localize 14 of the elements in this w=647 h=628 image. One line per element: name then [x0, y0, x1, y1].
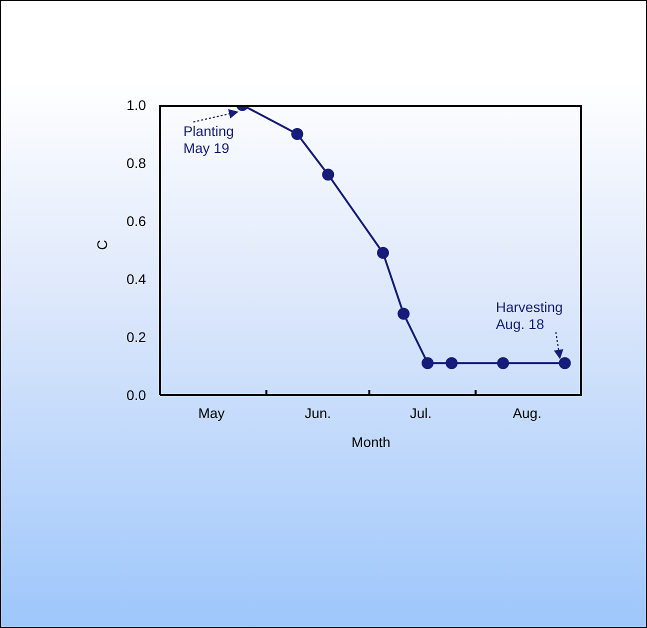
y-tick-label: 0.6 — [126, 213, 146, 229]
x-tick-label: May — [198, 405, 225, 421]
x-axis-title: Month — [352, 434, 390, 450]
annotation: Planting May 19 — [183, 123, 234, 156]
x-tick-label: Aug. — [512, 405, 542, 421]
y-tick-label: 0.4 — [126, 271, 146, 287]
y-tick-label: 0.8 — [126, 155, 146, 171]
y-tick-label: 1.0 — [126, 97, 146, 113]
x-tick-label: Jun. — [304, 405, 332, 421]
y-tick-label: 0.2 — [126, 329, 146, 345]
x-tick-label: Jul. — [410, 405, 432, 421]
annotation: Harvesting Aug. 18 — [496, 299, 563, 332]
y-axis-title: C — [94, 240, 110, 250]
y-tick-label: 0.0 — [126, 387, 146, 403]
